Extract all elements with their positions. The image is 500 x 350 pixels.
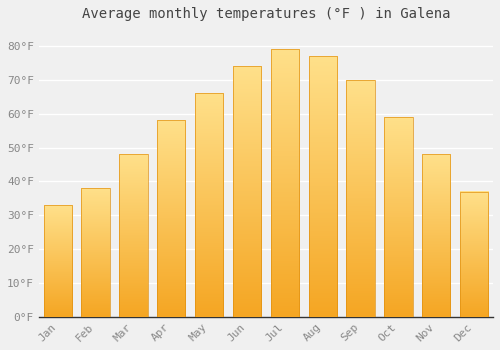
Bar <box>460 191 488 317</box>
Bar <box>44 205 72 317</box>
Bar <box>308 56 337 317</box>
Title: Average monthly temperatures (°F ) in Galena: Average monthly temperatures (°F ) in Ga… <box>82 7 450 21</box>
Bar <box>270 49 299 317</box>
Bar <box>119 154 148 317</box>
Bar <box>157 120 186 317</box>
Bar <box>44 205 72 317</box>
Bar <box>422 154 450 317</box>
Bar <box>195 93 224 317</box>
Bar <box>308 56 337 317</box>
Bar <box>384 117 412 317</box>
Bar <box>233 66 261 317</box>
Bar <box>195 93 224 317</box>
Bar <box>119 154 148 317</box>
Bar <box>346 80 375 317</box>
Bar <box>346 80 375 317</box>
Bar <box>270 49 299 317</box>
Bar <box>157 120 186 317</box>
Bar <box>82 188 110 317</box>
Bar <box>82 188 110 317</box>
Bar <box>233 66 261 317</box>
Bar <box>384 117 412 317</box>
Bar <box>460 191 488 317</box>
Bar <box>422 154 450 317</box>
